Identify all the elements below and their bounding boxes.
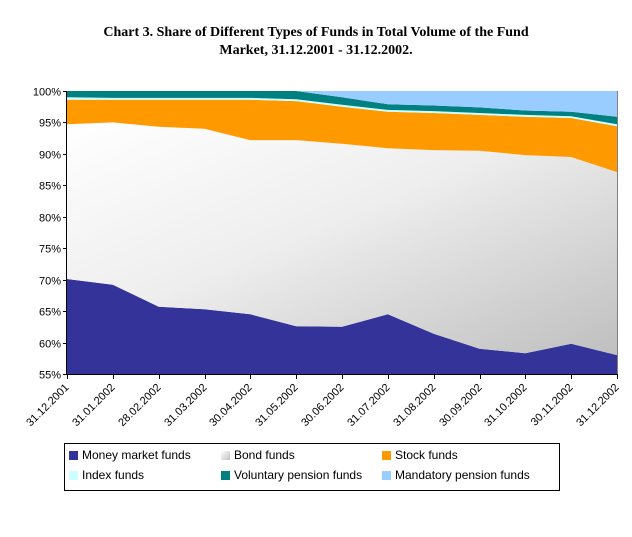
legend-item-mandatory-pension-funds: Mandatory pension funds: [382, 468, 530, 482]
x-tick-label: 31.12.2002: [574, 382, 621, 429]
x-tick-label: 31.07.2002: [345, 382, 392, 429]
legend-swatch: [382, 470, 391, 480]
area-voluntary-pension-funds: [67, 91, 617, 125]
x-tick-label: 31.03.2002: [162, 382, 209, 429]
x-tick-label: 31.08.2002: [391, 382, 438, 429]
legend-swatch: [69, 450, 78, 460]
area-mandatory-pension-funds: [67, 91, 617, 117]
legend-swatch: [69, 470, 78, 480]
legend: Money market funds Bond funds Stock funds I…: [64, 443, 560, 491]
chart-title-line-1: Chart 3. Share of Different Types of Fun…: [103, 25, 529, 40]
x-tick-label: 30.11.2002: [529, 382, 576, 429]
legend-item-bond-funds: Bond funds: [221, 448, 295, 462]
legend-label: Money market funds: [82, 448, 191, 462]
y-tick-label: 85%: [39, 181, 61, 193]
x-tick-label: 31.10.2002: [482, 382, 529, 429]
legend-swatch: [221, 450, 230, 460]
chart-title: Chart 3. Share of Different Types of Fun…: [0, 24, 632, 60]
y-tick-label: 95%: [39, 118, 61, 130]
legend-label: Voluntary pension funds: [234, 468, 363, 482]
x-tick-label: 31.12.2001: [24, 382, 71, 429]
legend-swatch: [382, 450, 391, 460]
area-layer: [67, 91, 617, 374]
legend-label: Index funds: [82, 468, 145, 482]
y-tick-label: 70%: [39, 276, 61, 288]
x-tick-label: 31.01.2002: [70, 382, 117, 429]
chart-title-line-2: Market, 31.12.2001 - 31.12.2002.: [219, 43, 413, 58]
x-tick-label: 31.05.2002: [253, 382, 300, 429]
y-tick-label: 75%: [39, 244, 61, 256]
legend-label: Bond funds: [234, 448, 295, 462]
legend-label: Stock funds: [395, 448, 458, 462]
y-tick-label: 60%: [39, 339, 61, 351]
legend-item-voluntary-pension-funds: Voluntary pension funds: [221, 468, 362, 482]
y-tick-label: 55%: [39, 370, 61, 382]
y-tick-label: 80%: [39, 213, 61, 225]
x-tick-label: 28.02.2002: [116, 382, 163, 429]
legend-item-money-market-funds: Money market funds: [69, 448, 191, 462]
x-tick-label: 30.06.2002: [299, 382, 346, 429]
y-tick-label: 100%: [33, 87, 61, 99]
x-tick-label: 30.09.2002: [437, 382, 484, 429]
area-stock-funds: [67, 99, 617, 173]
legend-item-stock-funds: Stock funds: [382, 448, 458, 462]
legend-item-index-funds: Index funds: [69, 468, 144, 482]
area-bond-funds: [67, 122, 617, 356]
y-tick-label: 90%: [39, 150, 61, 162]
legend-label: Mandatory pension funds: [395, 468, 530, 482]
area-money-market-funds: [67, 279, 617, 374]
y-tick-label: 65%: [39, 307, 61, 319]
x-tick-label: 30.04.2002: [207, 382, 254, 429]
legend-swatch: [221, 470, 230, 480]
